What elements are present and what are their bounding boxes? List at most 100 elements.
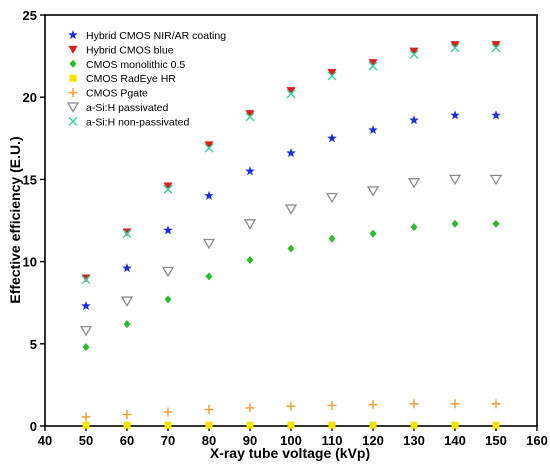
data-point xyxy=(450,110,460,120)
legend-marker xyxy=(68,30,78,40)
data-point xyxy=(328,234,336,243)
y-tick-label: 20 xyxy=(23,90,37,105)
data-point xyxy=(409,115,419,125)
legend-marker xyxy=(66,102,80,113)
data-point xyxy=(163,182,173,191)
data-point xyxy=(450,43,460,53)
data-point-b xyxy=(368,61,378,71)
data-point xyxy=(327,133,337,143)
data-point xyxy=(204,405,214,415)
legend-label: a-Si:H non-passivated xyxy=(86,116,189,128)
data-point-b xyxy=(409,49,419,59)
legend-label: CMOS Pgate xyxy=(86,88,148,100)
data-point xyxy=(407,178,421,189)
data-point xyxy=(164,295,172,304)
data-point xyxy=(123,320,131,329)
data-point xyxy=(492,421,500,429)
data-point xyxy=(491,43,501,53)
series-4 xyxy=(82,421,500,429)
data-point xyxy=(204,143,214,153)
data-point-b xyxy=(286,89,296,99)
data-point xyxy=(122,229,132,239)
legend: Hybrid CMOS NIR/AR coating Hybrid CMOS bl… xyxy=(66,30,226,128)
series-1 xyxy=(81,110,501,311)
data-point-b xyxy=(245,112,255,122)
data-point xyxy=(246,255,254,264)
data-point xyxy=(491,399,501,409)
data-point xyxy=(163,407,173,417)
data-point xyxy=(284,204,298,215)
x-tick-label: 90 xyxy=(243,433,257,448)
x-tick-label: 40 xyxy=(38,433,52,448)
legend-marker xyxy=(69,74,77,82)
y-tick-label: 0 xyxy=(30,419,37,434)
y-tick-label: 15 xyxy=(23,172,37,187)
data-point xyxy=(409,47,419,56)
data-point xyxy=(79,325,93,337)
data-point xyxy=(450,41,460,50)
data-point xyxy=(409,399,419,409)
y-tick-label: 10 xyxy=(23,255,37,270)
data-point xyxy=(409,49,419,59)
x-tick-label: 100 xyxy=(280,433,302,448)
data-point xyxy=(286,89,296,99)
data-point xyxy=(327,69,337,78)
x-tick-label: 60 xyxy=(120,433,134,448)
data-point xyxy=(81,412,91,422)
data-point xyxy=(410,223,418,232)
data-point xyxy=(204,141,214,150)
series-6 xyxy=(79,174,503,337)
legend-label: Hybrid CMOS blue xyxy=(86,44,174,56)
data-point xyxy=(245,403,255,413)
data-point xyxy=(491,41,501,50)
x-tick-label: 110 xyxy=(322,433,343,448)
data-point xyxy=(366,186,380,197)
data-point xyxy=(491,110,501,120)
data-point xyxy=(123,421,131,429)
x-tick-label: 150 xyxy=(485,433,507,448)
data-point xyxy=(286,148,296,158)
data-point xyxy=(368,61,378,71)
data-point xyxy=(202,238,216,250)
legend-marker xyxy=(68,116,78,126)
legend-label: CMOS RadEye HR xyxy=(86,73,176,85)
data-point xyxy=(451,219,459,228)
data-point xyxy=(245,112,255,122)
data-point xyxy=(369,229,377,238)
data-point xyxy=(245,166,255,176)
x-tick-label: 70 xyxy=(161,433,175,448)
data-point xyxy=(492,219,500,228)
data-point xyxy=(368,125,378,135)
data-point xyxy=(164,421,172,429)
data-point xyxy=(410,421,418,429)
data-point xyxy=(287,421,295,429)
y-axis-label: Effective efficiency (E.U.) xyxy=(7,136,23,303)
data-point-b xyxy=(163,184,173,194)
data-point xyxy=(163,184,173,194)
data-point-b xyxy=(450,43,460,53)
data-point xyxy=(205,272,213,281)
data-point xyxy=(448,174,462,186)
data-point xyxy=(81,275,91,285)
data-point-b xyxy=(327,71,337,81)
data-points xyxy=(79,41,503,429)
data-point xyxy=(328,421,336,429)
data-point xyxy=(327,71,337,81)
legend-label: CMOS monolithic 0.5 xyxy=(86,59,185,71)
x-tick-label: 120 xyxy=(362,433,384,448)
data-point xyxy=(82,421,90,429)
legend-label: Hybrid CMOS NIR/AR coating xyxy=(86,30,226,42)
x-tick-label: 130 xyxy=(403,433,425,448)
data-point xyxy=(243,219,257,230)
x-tick-label: 140 xyxy=(444,433,466,448)
data-point xyxy=(287,244,295,253)
data-point xyxy=(246,421,254,429)
data-point xyxy=(81,300,91,311)
data-point xyxy=(451,421,459,429)
legend-marker xyxy=(68,45,78,54)
data-point xyxy=(368,400,378,410)
legend-marker xyxy=(68,88,78,98)
x-tick-label: 80 xyxy=(202,433,216,448)
series-5 xyxy=(81,399,501,422)
